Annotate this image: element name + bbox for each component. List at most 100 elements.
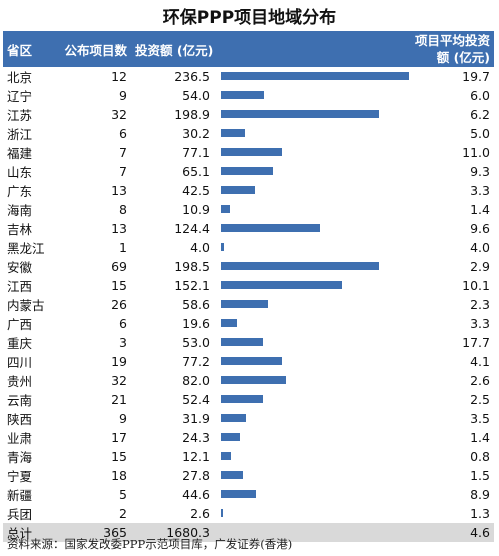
province-label: 福建 xyxy=(7,146,33,161)
total-count: 365 xyxy=(55,523,131,542)
project-count: 6 xyxy=(119,126,127,141)
investment-bar xyxy=(221,300,268,308)
province-label: 青海 xyxy=(7,450,33,465)
avg-investment: 6.2 xyxy=(470,107,490,122)
investment-value: 27.8 xyxy=(182,468,210,483)
bar-cell xyxy=(214,295,409,314)
investment-bar xyxy=(221,338,264,346)
investment-value: 54.0 xyxy=(182,88,210,103)
project-count: 6 xyxy=(119,316,127,331)
project-count: 2 xyxy=(119,506,127,521)
header-row: 省区 公布项目数 投资额 (亿元) 项目平均投资额 (亿元) xyxy=(3,31,494,67)
header-count: 公布项目数 xyxy=(55,31,131,67)
investment-value: 152.1 xyxy=(174,278,210,293)
table-body: 北京 12 236.5 19.7 辽宁 9 54.0 6.0 江苏 32 198.9 6.2 浙江 6 30… xyxy=(3,67,494,542)
bar-track xyxy=(218,410,405,428)
investment-bar xyxy=(221,110,380,118)
investment-value: 19.6 xyxy=(182,316,210,331)
investment-bar xyxy=(221,148,283,156)
project-count: 13 xyxy=(111,221,127,236)
bar-cell xyxy=(214,485,409,504)
bar-cell xyxy=(214,276,409,295)
province-label: 云南 xyxy=(7,393,33,408)
bar-track xyxy=(218,258,405,276)
investment-bar xyxy=(221,490,257,498)
total-investment: 1680.3 xyxy=(131,523,214,542)
table-row: 兵团 2 2.6 1.3 xyxy=(3,504,494,523)
investment-value: 52.4 xyxy=(182,392,210,407)
project-count: 32 xyxy=(111,373,127,388)
bar-cell xyxy=(214,447,409,466)
bar-track xyxy=(218,239,405,257)
table-row: 云南 21 52.4 2.5 xyxy=(3,390,494,409)
bar-cell xyxy=(214,504,409,523)
avg-investment: 3.3 xyxy=(470,316,490,331)
investment-value: 10.9 xyxy=(182,202,210,217)
table-row: 广东 13 42.5 3.3 xyxy=(3,181,494,200)
project-count: 32 xyxy=(111,107,127,122)
investment-bar xyxy=(221,357,283,365)
investment-value: 198.5 xyxy=(174,259,210,274)
investment-value: 236.5 xyxy=(174,69,210,84)
project-count: 8 xyxy=(119,202,127,217)
investment-value: 77.1 xyxy=(182,145,210,160)
bar-track xyxy=(218,391,405,409)
avg-investment: 10.1 xyxy=(462,278,490,293)
province-label: 广东 xyxy=(7,184,33,199)
table-row: 业肃 17 24.3 1.4 xyxy=(3,428,494,447)
investment-value: 31.9 xyxy=(182,411,210,426)
total-bar-cell xyxy=(214,523,409,542)
province-label: 四川 xyxy=(7,355,33,370)
province-label: 山东 xyxy=(7,165,33,180)
avg-investment: 2.9 xyxy=(470,259,490,274)
province-label: 重庆 xyxy=(7,336,33,351)
province-label: 安徽 xyxy=(7,260,33,275)
province-label: 宁夏 xyxy=(7,469,33,484)
table-row: 重庆 3 53.0 17.7 xyxy=(3,333,494,352)
table-row: 江西 15 152.1 10.1 xyxy=(3,276,494,295)
bar-track xyxy=(218,106,405,124)
province-label: 浙江 xyxy=(7,127,33,142)
bar-track xyxy=(218,315,405,333)
investment-bar xyxy=(221,433,241,441)
bar-cell xyxy=(214,67,409,86)
avg-investment: 17.7 xyxy=(462,335,490,350)
province-label: 新疆 xyxy=(7,488,33,503)
avg-investment: 4.0 xyxy=(470,240,490,255)
investment-value: 30.2 xyxy=(182,126,210,141)
table-row: 海南 8 10.9 1.4 xyxy=(3,200,494,219)
project-count: 26 xyxy=(111,297,127,312)
province-label: 海南 xyxy=(7,203,33,218)
bar-cell xyxy=(214,105,409,124)
investment-bar xyxy=(221,129,245,137)
avg-investment: 9.3 xyxy=(470,164,490,179)
table-row: 广西 6 19.6 3.3 xyxy=(3,314,494,333)
avg-investment: 1.5 xyxy=(470,468,490,483)
avg-investment: 2.6 xyxy=(470,373,490,388)
avg-investment: 19.7 xyxy=(462,69,490,84)
investment-value: 42.5 xyxy=(182,183,210,198)
investment-bar xyxy=(221,281,342,289)
bar-track xyxy=(218,125,405,143)
bar-track xyxy=(218,486,405,504)
avg-investment: 1.4 xyxy=(470,430,490,445)
province-label: 业肃 xyxy=(7,431,33,446)
avg-investment: 3.3 xyxy=(470,183,490,198)
avg-investment: 6.0 xyxy=(470,88,490,103)
bar-cell xyxy=(214,314,409,333)
project-count: 7 xyxy=(119,164,127,179)
bar-cell xyxy=(214,200,409,219)
header-investment: 投资额 (亿元) xyxy=(131,31,409,67)
header-province: 省区 xyxy=(3,31,55,67)
investment-bar xyxy=(221,319,237,327)
province-label: 辽宁 xyxy=(7,89,33,104)
avg-investment: 4.1 xyxy=(470,354,490,369)
project-count: 12 xyxy=(111,69,127,84)
bar-cell xyxy=(214,466,409,485)
bar-cell xyxy=(214,219,409,238)
province-label: 兵团 xyxy=(7,507,33,522)
investment-value: 12.1 xyxy=(182,449,210,464)
investment-value: 77.2 xyxy=(182,354,210,369)
investment-value: 82.0 xyxy=(182,373,210,388)
province-label: 北京 xyxy=(7,70,33,85)
